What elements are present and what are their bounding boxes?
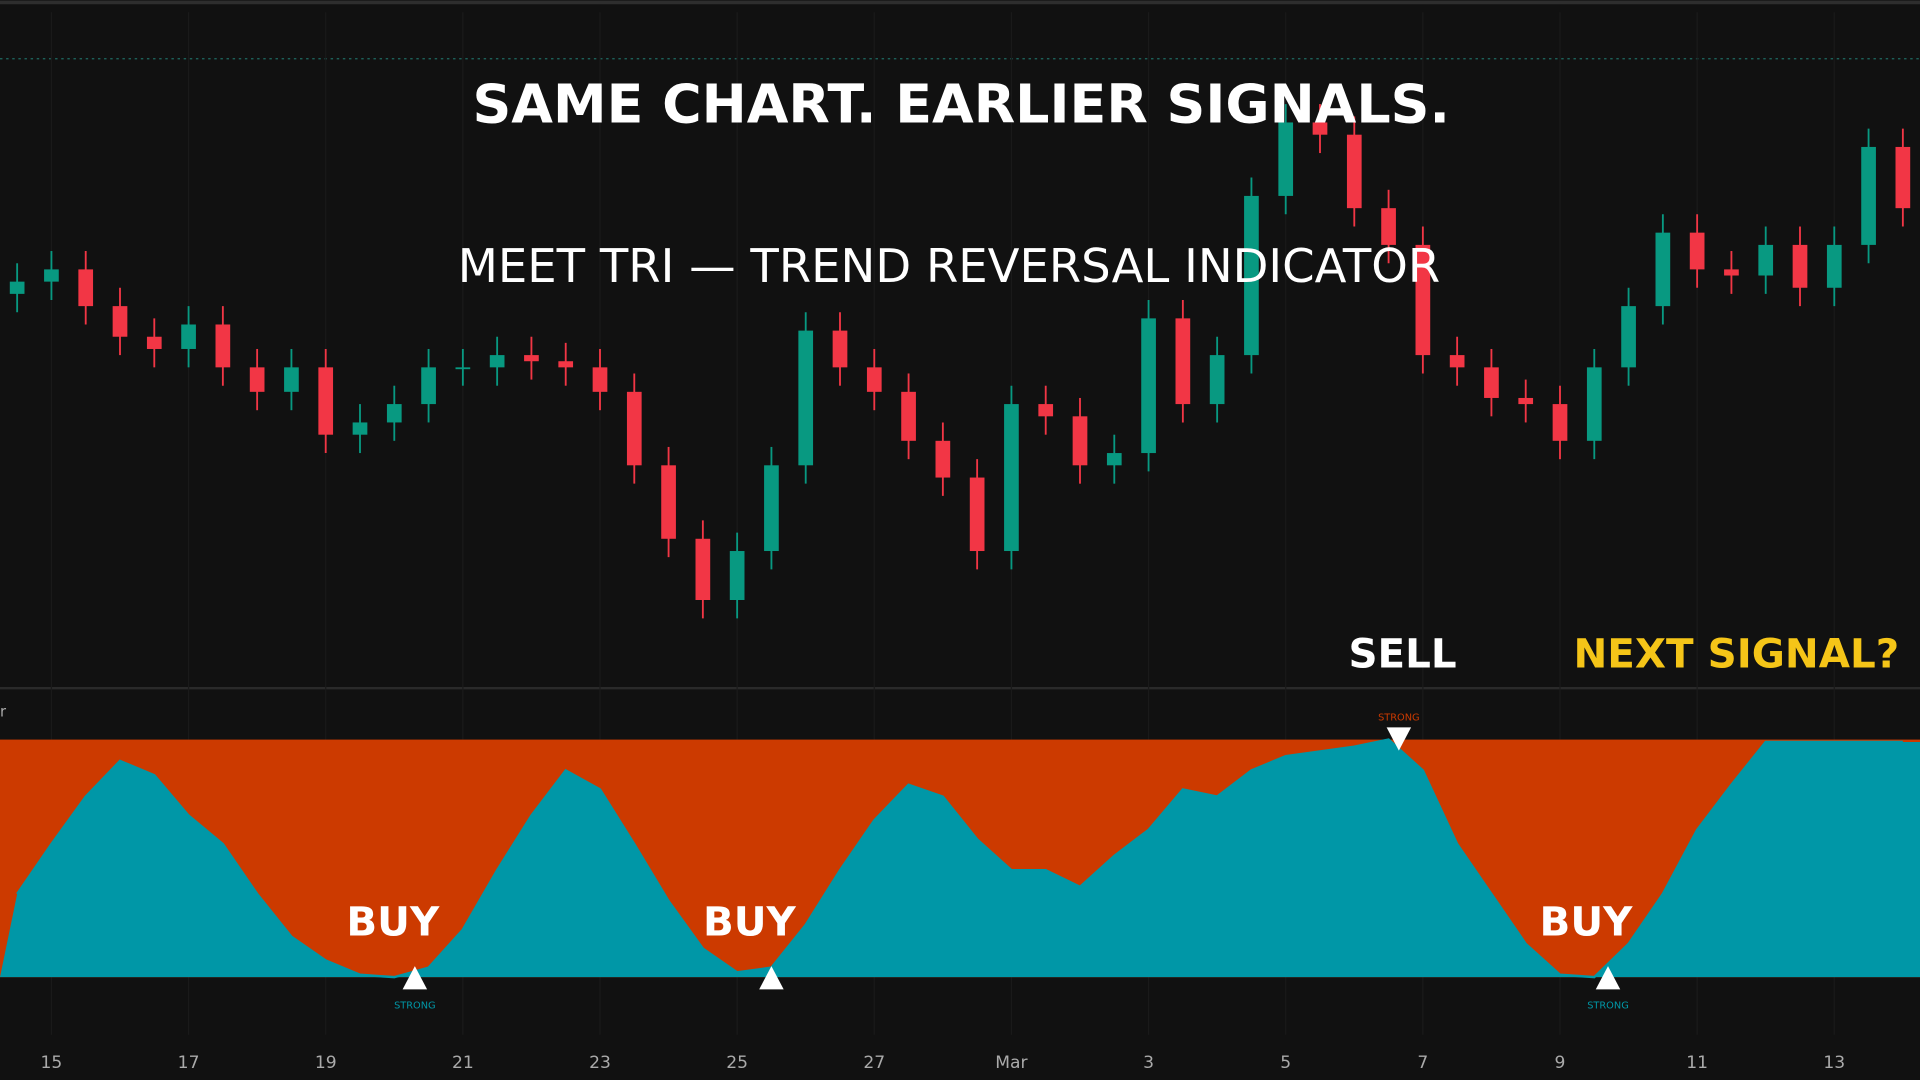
subtitle: MEET TRI — TREND REVERSAL INDICATOR <box>458 239 1440 293</box>
x-tick-label: 23 <box>589 1053 611 1073</box>
x-tick-label: 5 <box>1280 1053 1291 1073</box>
candle-body <box>798 330 814 466</box>
candle-body <box>1758 244 1774 276</box>
candle-body <box>1072 416 1088 466</box>
x-tick-label: Mar <box>995 1053 1028 1073</box>
candle-body <box>1586 367 1602 441</box>
candle-body <box>1346 134 1362 209</box>
candle-body <box>901 391 916 441</box>
candle-body <box>764 465 779 552</box>
candle-body <box>1518 397 1534 405</box>
annotation: NEXT SIGNAL? <box>1573 629 1899 677</box>
candle-body <box>1621 306 1636 368</box>
candle-body <box>1312 122 1328 135</box>
candle-body <box>1792 244 1808 288</box>
signal-label: BUY <box>703 897 797 945</box>
signal-strength: STRONG <box>394 1000 436 1011</box>
sell-marker <box>1386 727 1412 751</box>
candle-body <box>421 367 436 405</box>
candle-body <box>832 330 848 368</box>
x-tick-label: 11 <box>1686 1053 1708 1073</box>
candle-body <box>1449 355 1465 368</box>
title: SAME CHART. EARLIER SIGNALS. <box>473 72 1450 135</box>
candle-body <box>78 269 94 307</box>
candle-body <box>729 551 745 600</box>
x-tick-label: 19 <box>315 1053 337 1073</box>
candle-body <box>489 355 505 368</box>
candle-body <box>1244 195 1259 356</box>
candle-body <box>1106 453 1122 466</box>
signal-label: SELL <box>1348 629 1456 677</box>
candle-body <box>1209 355 1225 405</box>
signal-label: BUY <box>1540 897 1634 945</box>
candle-body <box>455 367 471 370</box>
candle-body <box>695 538 711 600</box>
indicator-area-fill <box>0 739 1920 978</box>
candle-body <box>44 269 59 282</box>
candle-body <box>935 440 951 478</box>
candle-body <box>215 324 231 368</box>
candle-body <box>249 367 265 392</box>
candle-body <box>1004 404 1019 552</box>
x-tick-label: 13 <box>1823 1053 1845 1073</box>
x-tick-label: 21 <box>452 1053 474 1073</box>
candle-body <box>1826 244 1842 288</box>
signal-strength: STRONG <box>1587 1000 1629 1011</box>
candle-body <box>524 355 539 362</box>
candle-body <box>284 367 299 392</box>
candle-body <box>592 367 608 392</box>
x-tick-label: 9 <box>1555 1053 1566 1073</box>
candle-body <box>146 336 162 349</box>
candle-body <box>1724 269 1739 276</box>
candle-body <box>352 422 368 435</box>
signal-strength: STRONG <box>1378 713 1420 724</box>
candle-body <box>661 465 676 539</box>
x-tick-label: 3 <box>1143 1053 1154 1073</box>
x-tick-label: 7 <box>1417 1053 1428 1073</box>
candle-body <box>181 324 196 349</box>
candle-body <box>1552 404 1568 441</box>
indicator-line <box>16 738 1903 979</box>
candle-body <box>1141 318 1156 454</box>
buy-marker <box>759 966 784 990</box>
candle-body <box>1038 404 1054 417</box>
candle-body <box>866 367 882 392</box>
candle-body <box>1655 232 1671 307</box>
buy-marker <box>1595 966 1621 990</box>
x-tick-label: 15 <box>41 1053 63 1073</box>
candle-body <box>112 306 128 337</box>
candle-body <box>1381 208 1396 245</box>
indicator-label: r <box>0 704 7 721</box>
x-tick-label: 17 <box>178 1053 200 1073</box>
candle-body <box>1175 318 1191 405</box>
candle-body <box>969 477 985 552</box>
candle-body <box>1415 244 1431 356</box>
candle-body <box>1689 232 1705 270</box>
candle-body <box>626 391 642 466</box>
x-tick-label: 25 <box>726 1053 748 1073</box>
candle-body <box>318 367 334 435</box>
candle-body <box>1861 146 1876 245</box>
candle-body <box>558 361 574 368</box>
candle-body <box>9 281 25 294</box>
candle-body <box>1278 122 1294 196</box>
candle-body <box>386 404 402 423</box>
candle-body <box>1484 367 1499 398</box>
buy-marker <box>402 966 428 990</box>
candle-body <box>1895 146 1911 209</box>
signal-label: BUY <box>346 897 440 945</box>
x-tick-label: 27 <box>863 1053 885 1073</box>
